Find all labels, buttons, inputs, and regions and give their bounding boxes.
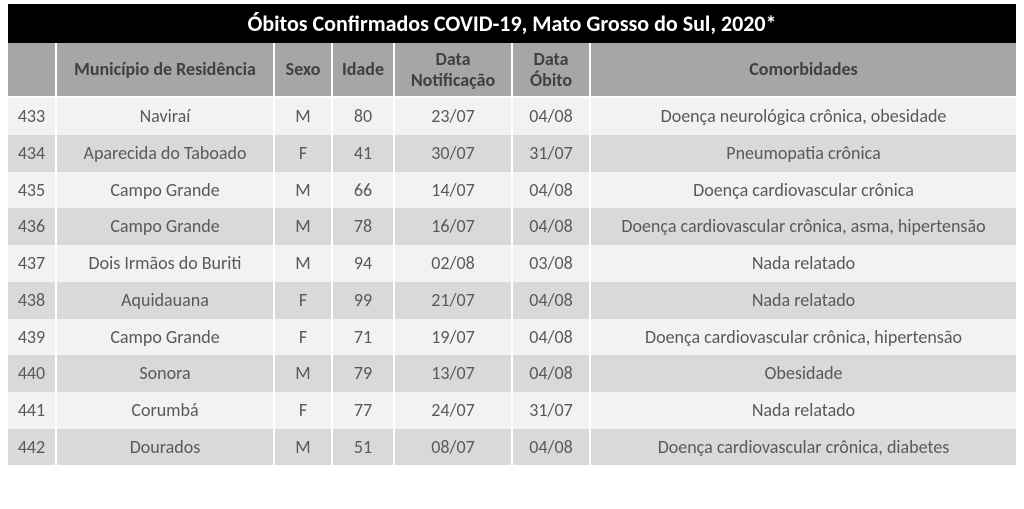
cell-comorbidades: Pneumopatia crônica: [590, 135, 1016, 172]
cell-index: 436: [8, 208, 56, 245]
cell-obito: 04/08: [512, 282, 590, 319]
cell-notificacao: 13/07: [394, 355, 512, 392]
cell-sexo: F: [274, 282, 332, 319]
cell-notificacao: 30/07: [394, 135, 512, 172]
cell-municipio: Corumbá: [56, 392, 274, 429]
table-row: 438AquidauanaF9921/0704/08Nada relatado: [8, 282, 1016, 319]
cell-obito: 04/08: [512, 172, 590, 209]
cell-idade: 79: [332, 355, 394, 392]
cell-obito: 04/08: [512, 429, 590, 466]
cell-idade: 51: [332, 429, 394, 466]
cell-sexo: F: [274, 392, 332, 429]
cell-index: 441: [8, 392, 56, 429]
cell-index: 433: [8, 97, 56, 135]
cell-sexo: F: [274, 319, 332, 356]
cell-municipio: Campo Grande: [56, 319, 274, 356]
cell-idade: 66: [332, 172, 394, 209]
cell-index: 442: [8, 429, 56, 466]
covid-deaths-table: Óbitos Confirmados COVID-19, Mato Grosso…: [8, 4, 1016, 465]
cell-notificacao: 02/08: [394, 245, 512, 282]
cell-notificacao: 24/07: [394, 392, 512, 429]
cell-idade: 94: [332, 245, 394, 282]
cell-idade: 78: [332, 208, 394, 245]
cell-municipio: Aparecida do Taboado: [56, 135, 274, 172]
cell-sexo: M: [274, 97, 332, 135]
cell-obito: 04/08: [512, 319, 590, 356]
table-row: 433NaviraíM8023/0704/08Doença neurológic…: [8, 97, 1016, 135]
cell-notificacao: 08/07: [394, 429, 512, 466]
col-header-notificacao: Data Notificação: [394, 43, 512, 97]
col-header-sexo: Sexo: [274, 43, 332, 97]
cell-idade: 41: [332, 135, 394, 172]
cell-notificacao: 19/07: [394, 319, 512, 356]
cell-index: 438: [8, 282, 56, 319]
cell-obito: 31/07: [512, 135, 590, 172]
table-row: 436Campo GrandeM7816/0704/08Doença cardi…: [8, 208, 1016, 245]
cell-comorbidades: Doença cardiovascular crônica, diabetes: [590, 429, 1016, 466]
cell-notificacao: 14/07: [394, 172, 512, 209]
cell-municipio: Campo Grande: [56, 172, 274, 209]
table-body: 433NaviraíM8023/0704/08Doença neurológic…: [8, 97, 1016, 465]
cell-municipio: Sonora: [56, 355, 274, 392]
cell-sexo: F: [274, 135, 332, 172]
table-row: 439Campo GrandeF7119/0704/08Doença cardi…: [8, 319, 1016, 356]
cell-comorbidades: Doença neurológica crônica, obesidade: [590, 97, 1016, 135]
table-row: 434Aparecida do TaboadoF4130/0731/07Pneu…: [8, 135, 1016, 172]
col-header-obito: Data Óbito: [512, 43, 590, 97]
cell-comorbidades: Doença cardiovascular crônica, hipertens…: [590, 319, 1016, 356]
table-row: 437Dois Irmãos do BuritiM9402/0803/08Nad…: [8, 245, 1016, 282]
cell-comorbidades: Obesidade: [590, 355, 1016, 392]
cell-idade: 71: [332, 319, 394, 356]
cell-municipio: Campo Grande: [56, 208, 274, 245]
cell-obito: 04/08: [512, 97, 590, 135]
cell-sexo: M: [274, 172, 332, 209]
table-header-row: Município de Residência Sexo Idade Data …: [8, 43, 1016, 97]
table-row: 440SonoraM7913/0704/08Obesidade: [8, 355, 1016, 392]
cell-idade: 80: [332, 97, 394, 135]
cell-index: 435: [8, 172, 56, 209]
cell-notificacao: 23/07: [394, 97, 512, 135]
cell-index: 434: [8, 135, 56, 172]
cell-sexo: M: [274, 429, 332, 466]
cell-comorbidades: Nada relatado: [590, 282, 1016, 319]
cell-obito: 04/08: [512, 355, 590, 392]
table-row: 442DouradosM5108/0704/08Doença cardiovas…: [8, 429, 1016, 466]
cell-obito: 03/08: [512, 245, 590, 282]
table-title: Óbitos Confirmados COVID-19, Mato Grosso…: [8, 4, 1016, 43]
cell-municipio: Aquidauana: [56, 282, 274, 319]
cell-comorbidades: Doença cardiovascular crônica, asma, hip…: [590, 208, 1016, 245]
cell-sexo: M: [274, 208, 332, 245]
cell-comorbidades: Doença cardiovascular crônica: [590, 172, 1016, 209]
cell-index: 437: [8, 245, 56, 282]
cell-obito: 04/08: [512, 208, 590, 245]
table-title-row: Óbitos Confirmados COVID-19, Mato Grosso…: [8, 4, 1016, 43]
col-header-index: [8, 43, 56, 97]
cell-obito: 31/07: [512, 392, 590, 429]
cell-idade: 77: [332, 392, 394, 429]
cell-index: 439: [8, 319, 56, 356]
cell-notificacao: 21/07: [394, 282, 512, 319]
cell-notificacao: 16/07: [394, 208, 512, 245]
cell-municipio: Dois Irmãos do Buriti: [56, 245, 274, 282]
cell-idade: 99: [332, 282, 394, 319]
cell-sexo: M: [274, 355, 332, 392]
table-row: 435Campo GrandeM6614/0704/08Doença cardi…: [8, 172, 1016, 209]
cell-municipio: Naviraí: [56, 97, 274, 135]
cell-municipio: Dourados: [56, 429, 274, 466]
col-header-municipio: Município de Residência: [56, 43, 274, 97]
table-row: 441CorumbáF7724/0731/07Nada relatado: [8, 392, 1016, 429]
cell-comorbidades: Nada relatado: [590, 245, 1016, 282]
cell-comorbidades: Nada relatado: [590, 392, 1016, 429]
cell-index: 440: [8, 355, 56, 392]
col-header-idade: Idade: [332, 43, 394, 97]
col-header-comorbidades: Comorbidades: [590, 43, 1016, 97]
cell-sexo: M: [274, 245, 332, 282]
